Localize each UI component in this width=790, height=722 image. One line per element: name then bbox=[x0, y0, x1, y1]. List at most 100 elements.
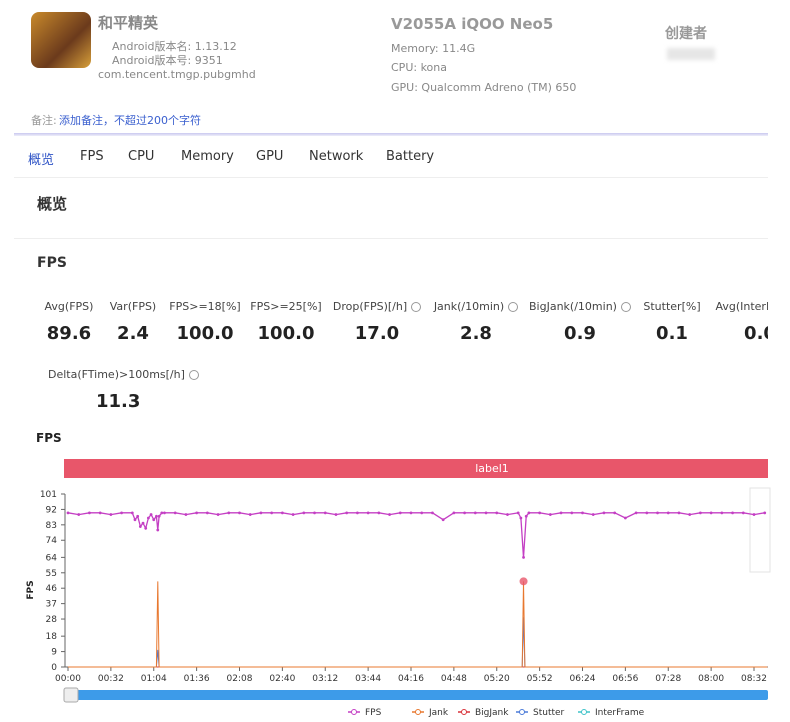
divider bbox=[14, 177, 768, 178]
y-tick-label: 18 bbox=[46, 632, 58, 642]
tab[interactable]: Battery bbox=[386, 149, 435, 164]
side-panel[interactable] bbox=[749, 487, 771, 573]
metric: Delta(FTime)>100ms[/h] 11.3 bbox=[48, 368, 199, 412]
chart-title: FPS bbox=[36, 431, 62, 445]
scrollbar[interactable] bbox=[64, 690, 768, 700]
fps-point bbox=[524, 514, 528, 518]
fps-point bbox=[77, 513, 81, 516]
fps-point bbox=[184, 513, 188, 516]
x-tick-label: 01:04 bbox=[141, 674, 167, 684]
fps-point bbox=[334, 513, 338, 516]
fps-point bbox=[323, 511, 327, 515]
divider bbox=[14, 133, 768, 136]
metric-label: Stutter[%] bbox=[612, 300, 732, 313]
note-link[interactable]: 添加备注，不超过200个字符 bbox=[59, 114, 201, 127]
fps-point bbox=[463, 511, 466, 515]
fps-point bbox=[109, 513, 113, 516]
metrics: Avg(FPS) 89.6 Var(FPS) 2.4 FPS>=18[%] 100.0 FP… bbox=[44, 300, 768, 412]
info-icon bbox=[508, 302, 519, 312]
metric-label-text: Var(FPS) bbox=[109, 300, 157, 313]
series-line bbox=[68, 581, 768, 668]
tab[interactable]: CPU bbox=[128, 149, 155, 164]
tab[interactable]: GPU bbox=[256, 149, 284, 164]
fps-point bbox=[149, 513, 153, 516]
y-tick-label: 92 bbox=[46, 505, 57, 515]
legend-label: Jank bbox=[428, 708, 449, 718]
fps-point bbox=[144, 526, 148, 530]
fps-point bbox=[634, 511, 638, 515]
x-tick-label: 03:44 bbox=[355, 674, 381, 684]
legend-label: BigJank bbox=[475, 708, 509, 718]
device-memory: Memory: 11.4G bbox=[391, 42, 476, 55]
metric-label-text: BigJank(/10min) bbox=[529, 300, 617, 313]
fps-point bbox=[559, 511, 563, 515]
y-tick-label: 83 bbox=[46, 521, 57, 531]
legend-dot bbox=[461, 709, 467, 715]
metric-value: 17.0 bbox=[354, 323, 400, 344]
fps-point bbox=[522, 555, 525, 559]
fps-point bbox=[238, 511, 241, 515]
metric-label: FPS>=25[%] bbox=[226, 300, 346, 313]
legend-dot bbox=[581, 709, 587, 715]
x-tick-label: 01:36 bbox=[184, 674, 210, 684]
x-tick-label: 02:40 bbox=[269, 674, 295, 684]
tab[interactable]: Network bbox=[309, 149, 364, 164]
fps-point bbox=[506, 513, 509, 516]
note-label: 备注: bbox=[31, 114, 57, 127]
metric-value: 0.0 bbox=[744, 323, 768, 344]
info-icon bbox=[620, 302, 631, 312]
tab[interactable]: FPS bbox=[80, 149, 104, 164]
fps-point bbox=[752, 513, 756, 516]
tab[interactable]: 概览 bbox=[28, 153, 55, 168]
fps-point bbox=[623, 516, 627, 520]
fps-point bbox=[146, 516, 150, 520]
app-name: 和平精英 bbox=[98, 14, 159, 32]
x-tick-label: 00:00 bbox=[55, 674, 81, 684]
y-tick-label: 55 bbox=[46, 569, 57, 579]
series-line bbox=[67, 512, 765, 558]
highlight-point bbox=[519, 577, 528, 586]
creator-label: 创建者 bbox=[665, 26, 707, 42]
package: com.tencent.tmgp.pubgmhd bbox=[98, 68, 256, 81]
fps-point bbox=[195, 511, 199, 515]
metric-label-text: Avg(FPS) bbox=[44, 300, 94, 313]
chart: FPS label1 FPS 0 9 18 28 37 46 55 64 74 83 92 101 00… bbox=[26, 431, 771, 718]
y-tick-label: 101 bbox=[40, 490, 57, 500]
fps-point bbox=[248, 513, 252, 516]
y-tick-label: 74 bbox=[46, 536, 58, 546]
metric-label: BigJank(/10min) bbox=[520, 300, 640, 313]
metric: Jank(/10min) 2.8 bbox=[416, 300, 536, 344]
x-tick-label: 04:16 bbox=[398, 674, 424, 684]
fps-title: FPS bbox=[37, 255, 67, 271]
metric-value: 2.4 bbox=[117, 323, 149, 344]
fps-point bbox=[677, 511, 681, 515]
scroll-handle[interactable] bbox=[63, 687, 79, 703]
fps-point bbox=[280, 511, 284, 515]
tab[interactable]: Memory bbox=[181, 149, 234, 164]
metric-value: 0.1 bbox=[656, 323, 688, 344]
y-tick-label: 0 bbox=[51, 663, 57, 673]
fps-point bbox=[141, 521, 145, 525]
metric-label-text: FPS>=25[%] bbox=[250, 300, 322, 313]
metric-label: FPS>=18[%] bbox=[145, 300, 265, 313]
metric-label-text: FPS>=18[%] bbox=[169, 300, 241, 313]
fps-point bbox=[570, 511, 574, 515]
metric: FPS>=18[%] 100.0 bbox=[145, 300, 265, 344]
fps-point bbox=[259, 511, 263, 515]
fps-point bbox=[216, 513, 220, 516]
metric-value: 11.3 bbox=[96, 391, 141, 412]
y-tick-label: 64 bbox=[46, 553, 58, 563]
fps-point bbox=[473, 511, 477, 515]
app-icon bbox=[31, 12, 91, 68]
fps-point bbox=[270, 511, 274, 515]
metric-label: Delta(FTime)>100ms[/h] bbox=[48, 368, 199, 381]
x-tick-label: 08:00 bbox=[698, 674, 724, 684]
fps-point bbox=[227, 511, 231, 515]
fps-point bbox=[527, 511, 531, 515]
version-name: Android版本名: 1.13.12 bbox=[112, 40, 237, 53]
y-tick-label: 46 bbox=[46, 584, 58, 594]
fps-point bbox=[613, 511, 617, 515]
fps-point bbox=[205, 511, 209, 515]
fps-point bbox=[409, 511, 413, 515]
fps-point bbox=[688, 513, 692, 516]
